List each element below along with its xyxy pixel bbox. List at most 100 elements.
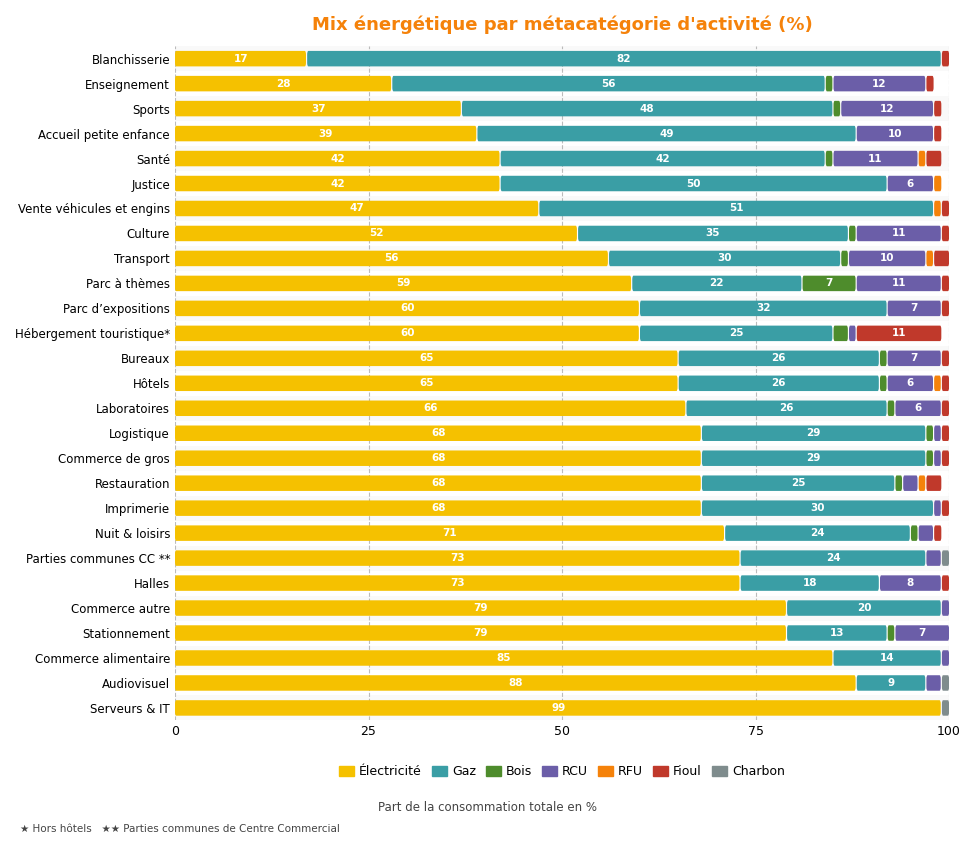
FancyBboxPatch shape [918,526,933,541]
FancyBboxPatch shape [175,651,833,666]
Text: 68: 68 [431,428,445,438]
FancyBboxPatch shape [175,550,740,566]
FancyBboxPatch shape [849,325,856,341]
FancyBboxPatch shape [895,475,902,491]
FancyBboxPatch shape [926,425,933,441]
FancyBboxPatch shape [934,450,941,466]
FancyBboxPatch shape [787,625,886,641]
Text: 30: 30 [717,253,732,264]
FancyBboxPatch shape [888,351,941,366]
FancyBboxPatch shape [849,226,856,241]
FancyBboxPatch shape [888,376,933,391]
FancyBboxPatch shape [942,51,949,67]
Text: 66: 66 [424,403,437,413]
FancyBboxPatch shape [918,475,925,491]
FancyBboxPatch shape [802,276,856,291]
Bar [175,596,949,621]
Text: 28: 28 [276,79,291,89]
FancyBboxPatch shape [942,401,949,416]
Text: 7: 7 [911,354,917,363]
FancyBboxPatch shape [942,351,949,366]
FancyBboxPatch shape [926,76,934,92]
Bar [175,645,949,670]
FancyBboxPatch shape [175,51,306,67]
FancyBboxPatch shape [741,575,878,591]
FancyBboxPatch shape [934,126,941,141]
FancyBboxPatch shape [702,425,925,441]
FancyBboxPatch shape [175,325,639,341]
FancyBboxPatch shape [880,376,886,391]
FancyBboxPatch shape [826,76,833,92]
FancyBboxPatch shape [834,651,941,666]
FancyBboxPatch shape [841,101,933,116]
FancyBboxPatch shape [175,376,677,391]
FancyBboxPatch shape [942,600,949,615]
Bar [175,296,949,321]
FancyBboxPatch shape [175,351,677,366]
FancyBboxPatch shape [609,251,840,266]
FancyBboxPatch shape [903,475,917,491]
Text: 26: 26 [771,354,786,363]
FancyBboxPatch shape [857,675,925,691]
Text: 11: 11 [891,329,906,338]
FancyBboxPatch shape [888,175,933,191]
FancyBboxPatch shape [175,401,685,416]
Text: 13: 13 [830,628,844,638]
FancyBboxPatch shape [942,276,949,291]
FancyBboxPatch shape [934,251,949,266]
FancyBboxPatch shape [175,450,701,466]
FancyBboxPatch shape [942,675,949,691]
Text: 10: 10 [880,253,894,264]
FancyBboxPatch shape [834,325,848,341]
FancyBboxPatch shape [942,300,949,316]
FancyBboxPatch shape [175,700,941,716]
Title: Mix énergétique par métacatégorie d'activité (%): Mix énergétique par métacatégorie d'acti… [311,15,812,33]
FancyBboxPatch shape [175,526,724,541]
FancyBboxPatch shape [942,425,949,441]
FancyBboxPatch shape [175,126,476,141]
FancyBboxPatch shape [640,325,833,341]
Text: 73: 73 [450,578,465,588]
Text: 8: 8 [907,578,914,588]
Text: 25: 25 [729,329,744,338]
FancyBboxPatch shape [857,325,941,341]
FancyBboxPatch shape [857,126,933,141]
Text: 11: 11 [891,229,906,239]
FancyBboxPatch shape [934,501,941,516]
Text: 39: 39 [319,128,333,139]
FancyBboxPatch shape [175,501,701,516]
FancyBboxPatch shape [175,600,786,615]
Text: 24: 24 [826,553,840,563]
FancyBboxPatch shape [942,550,949,566]
FancyBboxPatch shape [175,76,391,92]
Text: 68: 68 [431,503,445,513]
Text: 60: 60 [400,303,415,313]
Text: 88: 88 [508,678,523,688]
Text: 11: 11 [869,153,882,163]
Bar [175,395,949,421]
FancyBboxPatch shape [725,526,910,541]
FancyBboxPatch shape [477,126,856,141]
Text: 6: 6 [907,378,914,389]
FancyBboxPatch shape [702,501,933,516]
FancyBboxPatch shape [942,201,949,217]
Text: 68: 68 [431,453,445,463]
FancyBboxPatch shape [702,475,894,491]
Text: 17: 17 [233,54,248,63]
FancyBboxPatch shape [640,300,886,316]
Text: 65: 65 [420,354,433,363]
FancyBboxPatch shape [175,276,631,291]
FancyBboxPatch shape [175,675,856,691]
FancyBboxPatch shape [942,450,949,466]
Text: 24: 24 [810,528,825,538]
FancyBboxPatch shape [462,101,833,116]
Text: 26: 26 [779,403,793,413]
FancyBboxPatch shape [540,201,933,217]
FancyBboxPatch shape [175,226,577,241]
FancyBboxPatch shape [926,450,933,466]
Text: 7: 7 [911,303,917,313]
Text: 60: 60 [400,329,415,338]
FancyBboxPatch shape [175,425,701,441]
Bar [175,496,949,520]
Text: 42: 42 [655,153,670,163]
